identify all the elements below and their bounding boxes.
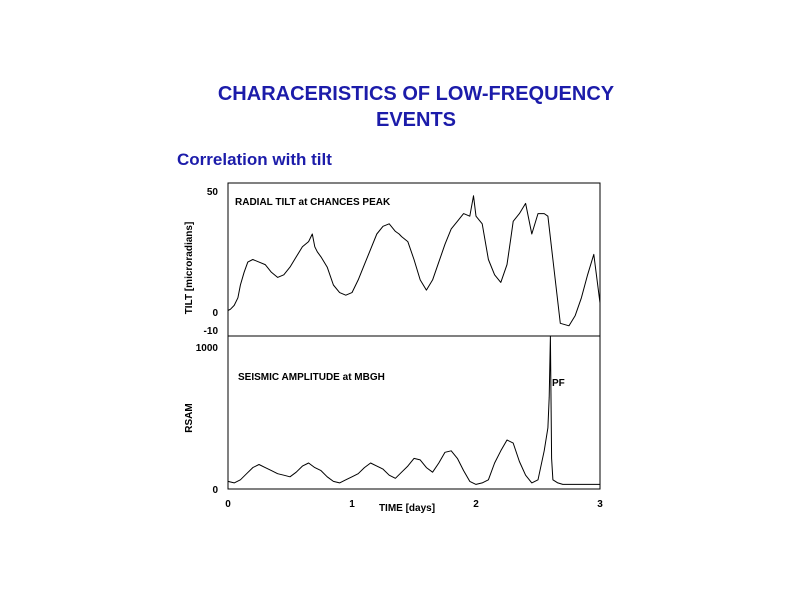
tilt-ytick-label-minus10: -10 xyxy=(204,326,219,337)
tilt-panel-title: RADIAL TILT at CHANCES PEAK xyxy=(235,197,391,208)
rsam-ytick-label-0: 0 xyxy=(212,485,218,496)
xtick-label-2: 2 xyxy=(473,499,479,510)
rsam-series-line xyxy=(227,335,600,485)
pf-annotation: PF xyxy=(552,378,565,389)
tilt-y-axis-label: TILT [microradians] xyxy=(184,222,195,315)
tilt-ytick-label-50: 50 xyxy=(207,187,219,198)
chart-title-line-1: CHARACERISTICS OF LOW-FREQUENCY xyxy=(217,83,615,105)
rsam-ytick-label-1000: 1000 xyxy=(196,343,219,354)
x-axis-label: TIME [days] xyxy=(379,503,435,514)
xtick-label-3: 3 xyxy=(597,499,603,510)
rsam-panel-frame xyxy=(227,335,601,490)
tilt-ytick-label-0: 0 xyxy=(212,308,218,319)
xtick-label-0: 0 xyxy=(225,499,231,510)
tilt-series-line xyxy=(227,195,601,327)
chart-subtitle: Correlation with tilt xyxy=(177,150,332,169)
rsam-y-axis-label: RSAM xyxy=(184,403,195,432)
rsam-panel-title: SEISMIC AMPLITUDE at MBGH xyxy=(238,372,385,383)
chart-title-line-2: EVENTS xyxy=(375,109,457,131)
xtick-label-1: 1 xyxy=(349,499,355,510)
